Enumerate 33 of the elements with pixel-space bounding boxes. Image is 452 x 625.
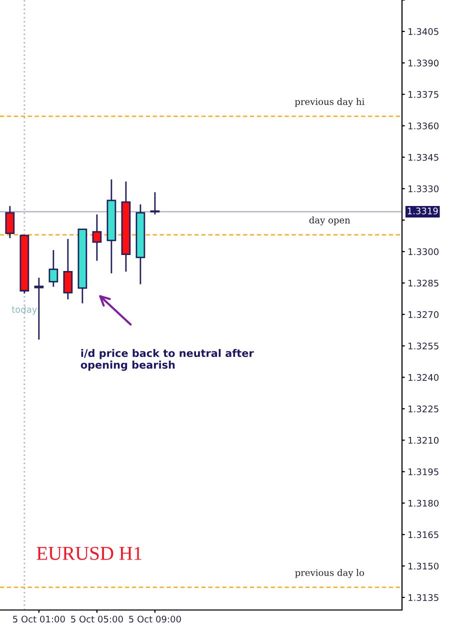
ref-line-label: 1.3319 xyxy=(408,208,438,214)
y-tick-label: 1.3165 xyxy=(408,531,438,538)
y-tick-label: 1.3180 xyxy=(408,500,439,507)
ref-line-label: today xyxy=(12,306,37,315)
ref-line-label: day open xyxy=(309,216,350,226)
y-tick-label: 1.3255 xyxy=(408,342,438,350)
candlestick xyxy=(150,192,160,216)
y-tick-label: 1.3330 xyxy=(408,185,439,192)
y-tick-label: 1.3300 xyxy=(408,248,439,256)
x-tick-label: 5 Oct 01:00 xyxy=(13,616,65,623)
candlestick xyxy=(63,238,73,300)
y-tick-label: 1.3285 xyxy=(408,280,438,287)
y-tick-label: 1.3375 xyxy=(408,91,438,98)
candlestick xyxy=(92,214,102,262)
x-tick-label: 5 Oct 09:00 xyxy=(129,616,181,623)
y-tick-label: 1.3195 xyxy=(408,468,438,476)
candlestick xyxy=(48,249,58,288)
x-tick-label: 5 Oct 05:00 xyxy=(71,616,123,623)
y-tick-label: 1.3360 xyxy=(408,122,439,130)
y-tick-label: 1.3150 xyxy=(408,562,439,570)
y-tick-label: 1.3345 xyxy=(408,154,438,161)
ref-line-label: previous day hi xyxy=(294,98,364,107)
y-tick-label: 1.3135 xyxy=(408,594,438,601)
text: EURUSD H1 xyxy=(36,546,142,560)
annotation: i/d price back to neutral after opening bearish xyxy=(80,348,254,371)
y-tick-label: 1.3240 xyxy=(408,374,439,381)
y-tick-label: 1.3270 xyxy=(408,311,439,318)
y-tick-label: 1.3210 xyxy=(408,436,439,444)
candlestick xyxy=(5,205,15,239)
y-tick-label: 1.3390 xyxy=(408,60,439,66)
y-tick-label: 1.3225 xyxy=(408,405,438,412)
y-tick-label: 1.3405 xyxy=(408,28,438,35)
ref-line-label: previous day lo xyxy=(295,569,364,578)
